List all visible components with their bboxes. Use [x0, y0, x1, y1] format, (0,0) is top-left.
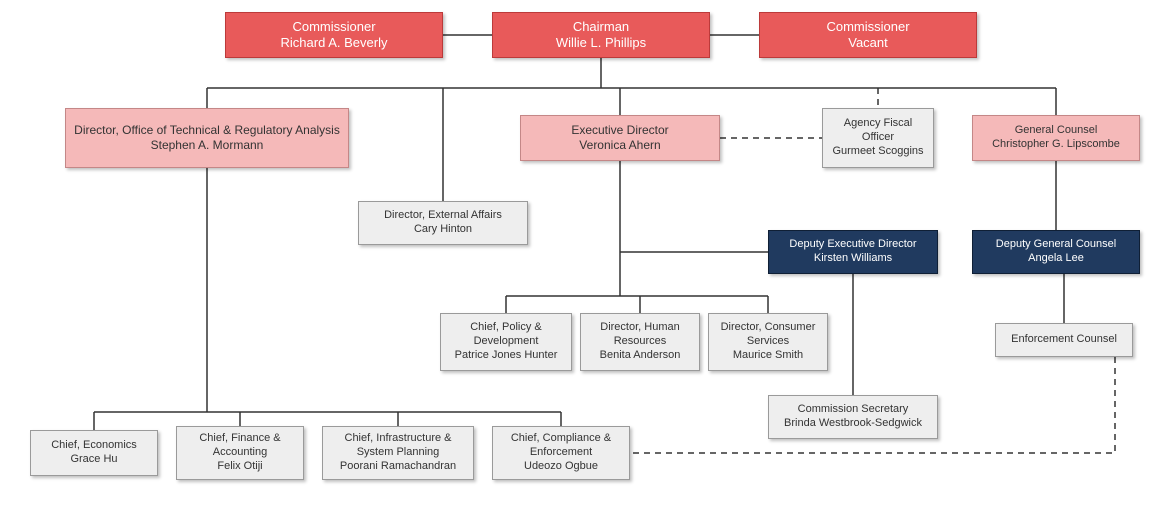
- node-title: Chief, Infrastructure & System Planning: [329, 432, 467, 460]
- node-title: Chairman: [573, 19, 629, 35]
- node-title: Commissioner: [826, 19, 909, 35]
- org-chart: CommissionerRichard A. BeverlyChairmanWi…: [0, 0, 1153, 514]
- node-name: Maurice Smith: [733, 349, 803, 363]
- node-fiscal: Agency Fiscal OfficerGurmeet Scoggins: [822, 108, 934, 168]
- node-name: Veronica Ahern: [579, 138, 660, 153]
- node-chief-policy: Chief, Policy & DevelopmentPatrice Jones…: [440, 313, 572, 371]
- node-title: General Counsel: [1015, 124, 1098, 138]
- node-title: Chief, Economics: [51, 439, 137, 453]
- node-name: Benita Anderson: [600, 349, 681, 363]
- node-title: Director, Consumer Services: [715, 321, 821, 349]
- node-name: Grace Hu: [70, 453, 117, 467]
- node-chairman: ChairmanWillie L. Phillips: [492, 12, 710, 58]
- node-exec-dir: Executive DirectorVeronica Ahern: [520, 115, 720, 161]
- node-dep-gc: Deputy General CounselAngela Lee: [972, 230, 1140, 274]
- node-commissioner-beverly: CommissionerRichard A. Beverly: [225, 12, 443, 58]
- node-name: Udeozo Ogbue: [524, 460, 598, 474]
- node-chief-comp: Chief, Compliance & EnforcementUdeozo Og…: [492, 426, 630, 480]
- node-gen-counsel: General CounselChristopher G. Lipscombe: [972, 115, 1140, 161]
- node-chief-infra: Chief, Infrastructure & System PlanningP…: [322, 426, 474, 480]
- node-name: Kirsten Williams: [814, 252, 892, 266]
- node-dep-exec: Deputy Executive DirectorKirsten William…: [768, 230, 938, 274]
- node-title: Chief, Policy & Development: [447, 321, 565, 349]
- node-name: Stephen A. Mormann: [151, 138, 264, 153]
- node-dir-ext-aff: Director, External AffairsCary Hinton: [358, 201, 528, 245]
- node-title: Commissioner: [292, 19, 375, 35]
- node-title: Executive Director: [571, 123, 668, 138]
- node-name: Willie L. Phillips: [556, 35, 646, 51]
- node-chief-fin: Chief, Finance & AccountingFelix Otiji: [176, 426, 304, 480]
- node-name: Gurmeet Scoggins: [832, 145, 923, 159]
- node-enf-counsel: Enforcement Counsel: [995, 323, 1133, 357]
- node-title: Deputy General Counsel: [996, 238, 1116, 252]
- node-name: Cary Hinton: [414, 223, 472, 237]
- node-title: Director, Human Resources: [587, 321, 693, 349]
- node-name: Patrice Jones Hunter: [455, 349, 558, 363]
- node-name: Vacant: [848, 35, 888, 51]
- node-name: Brinda Westbrook-Sedgwick: [784, 417, 922, 431]
- node-title: Chief, Compliance & Enforcement: [499, 432, 623, 460]
- node-dir-otra: Director, Office of Technical & Regulato…: [65, 108, 349, 168]
- node-name: Christopher G. Lipscombe: [992, 138, 1120, 152]
- node-commissioner-vacant: CommissionerVacant: [759, 12, 977, 58]
- node-title: Chief, Finance & Accounting: [183, 432, 297, 460]
- node-title: Director, Office of Technical & Regulato…: [74, 123, 340, 138]
- node-title: Deputy Executive Director: [789, 238, 916, 252]
- node-name: Poorani Ramachandran: [340, 460, 456, 474]
- node-title: Commission Secretary: [798, 403, 909, 417]
- node-chief-econ: Chief, EconomicsGrace Hu: [30, 430, 158, 476]
- node-title: Agency Fiscal Officer: [829, 117, 927, 145]
- node-comm-sec: Commission SecretaryBrinda Westbrook-Sed…: [768, 395, 938, 439]
- node-name: Angela Lee: [1028, 252, 1084, 266]
- node-dir-hr: Director, Human ResourcesBenita Anderson: [580, 313, 700, 371]
- node-name: Felix Otiji: [217, 460, 262, 474]
- node-title: Enforcement Counsel: [1011, 333, 1117, 347]
- node-dir-cons: Director, Consumer ServicesMaurice Smith: [708, 313, 828, 371]
- node-title: Director, External Affairs: [384, 209, 502, 223]
- node-name: Richard A. Beverly: [281, 35, 388, 51]
